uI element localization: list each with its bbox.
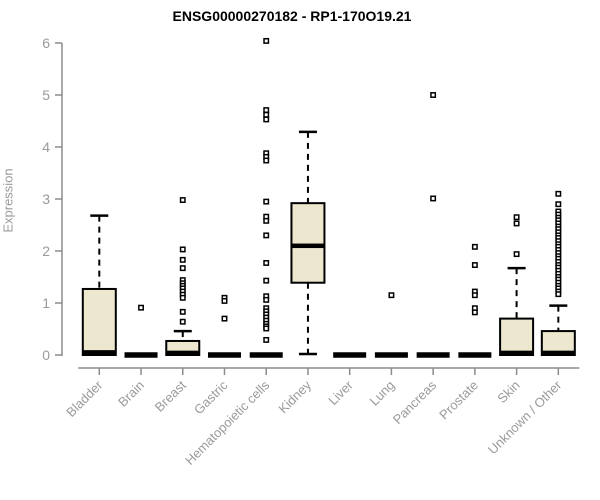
y-tick-label: 4 <box>42 139 50 155</box>
flat-box-brain <box>124 352 158 358</box>
outlier-point-breast <box>179 318 186 325</box>
outlier-point-prostate <box>471 243 478 250</box>
outlier-point-brain <box>138 304 144 311</box>
y-tick-label: 2 <box>42 243 50 259</box>
outlier-point-hematopoietic-cells <box>263 107 270 114</box>
median-breast <box>166 350 200 356</box>
outlier-point-gastric <box>221 315 228 322</box>
x-tick-label: Bladder <box>63 377 106 420</box>
x-tick-label: Brain <box>115 378 147 410</box>
flat-box-prostate <box>458 352 492 358</box>
median-unknown-other <box>541 350 575 356</box>
outlier-point-hematopoietic-cells <box>263 217 270 224</box>
outlier-point-breast <box>179 294 186 301</box>
outlier-point-skin <box>513 220 520 227</box>
x-tick-label: Lung <box>366 378 397 409</box>
flat-box-liver <box>333 352 367 358</box>
outlier-point-hematopoietic-cells <box>263 198 270 205</box>
outlier-point-breast <box>179 308 186 315</box>
median-kidney <box>291 243 325 249</box>
outlier-point-hematopoietic-cells <box>263 37 270 44</box>
outlier-point-breast <box>179 265 186 272</box>
y-tick-label: 1 <box>42 295 50 311</box>
outlier-point-unknown-other <box>555 291 562 298</box>
box-skin <box>499 317 535 357</box>
y-tick-label: 5 <box>42 87 50 103</box>
outlier-point-hematopoietic-cells <box>263 277 270 284</box>
outlier-point-lung <box>388 292 395 299</box>
y-tick-label: 0 <box>42 347 50 363</box>
outlier-point-breast <box>179 256 186 263</box>
flat-box-gastric <box>207 352 241 358</box>
flat-box-hematopoietic-cells <box>249 352 283 358</box>
flat-box-lung <box>374 352 408 358</box>
outlier-point-gastric <box>221 297 228 304</box>
outlier-point-prostate <box>471 309 478 316</box>
median-bladder <box>82 350 116 355</box>
outlier-point-pancreas <box>430 92 437 98</box>
x-tick-label: Unknown / Other <box>485 377 565 457</box>
x-tick-label: Prostate <box>436 378 481 423</box>
outlier-point-hematopoietic-cells <box>263 157 270 164</box>
outlier-point-hematopoietic-cells <box>263 111 270 118</box>
median-skin <box>500 350 534 356</box>
outlier-point-prostate <box>471 262 478 268</box>
x-tick-label: Liver <box>325 377 356 408</box>
y-tick-label: 3 <box>42 191 50 207</box>
x-tick-label: Gastric <box>191 377 231 417</box>
outlier-point-hematopoietic-cells <box>263 296 270 303</box>
outlier-point-pancreas <box>430 195 437 202</box>
outlier-point-skin <box>513 214 520 221</box>
outlier-point-unknown-other <box>555 190 562 197</box>
x-tick-label: Kidney <box>275 377 314 416</box>
x-tick-label: Pancreas <box>390 377 440 427</box>
outlier-point-hematopoietic-cells <box>263 260 270 266</box>
flat-box-pancreas <box>416 352 450 358</box>
x-tick-label: Skin <box>494 378 522 406</box>
outlier-point-hematopoietic-cells <box>263 116 270 123</box>
outlier-point-unknown-other <box>555 201 562 208</box>
outlier-point-hematopoietic-cells <box>263 325 270 332</box>
outlier-point-skin <box>513 251 520 258</box>
box-kidney <box>290 202 326 284</box>
outlier-point-breast <box>179 246 186 253</box>
outlier-point-hematopoietic-cells <box>263 336 270 343</box>
outlier-point-hematopoietic-cells <box>263 232 270 239</box>
y-tick-label: 6 <box>42 35 50 51</box>
outlier-point-prostate <box>471 292 478 299</box>
outlier-point-breast <box>179 197 186 203</box>
box-bladder <box>81 287 117 356</box>
chart-title: ENSG00000270182 - RP1-170O19.21 <box>172 8 412 24</box>
x-tick-label: Breast <box>152 377 189 414</box>
